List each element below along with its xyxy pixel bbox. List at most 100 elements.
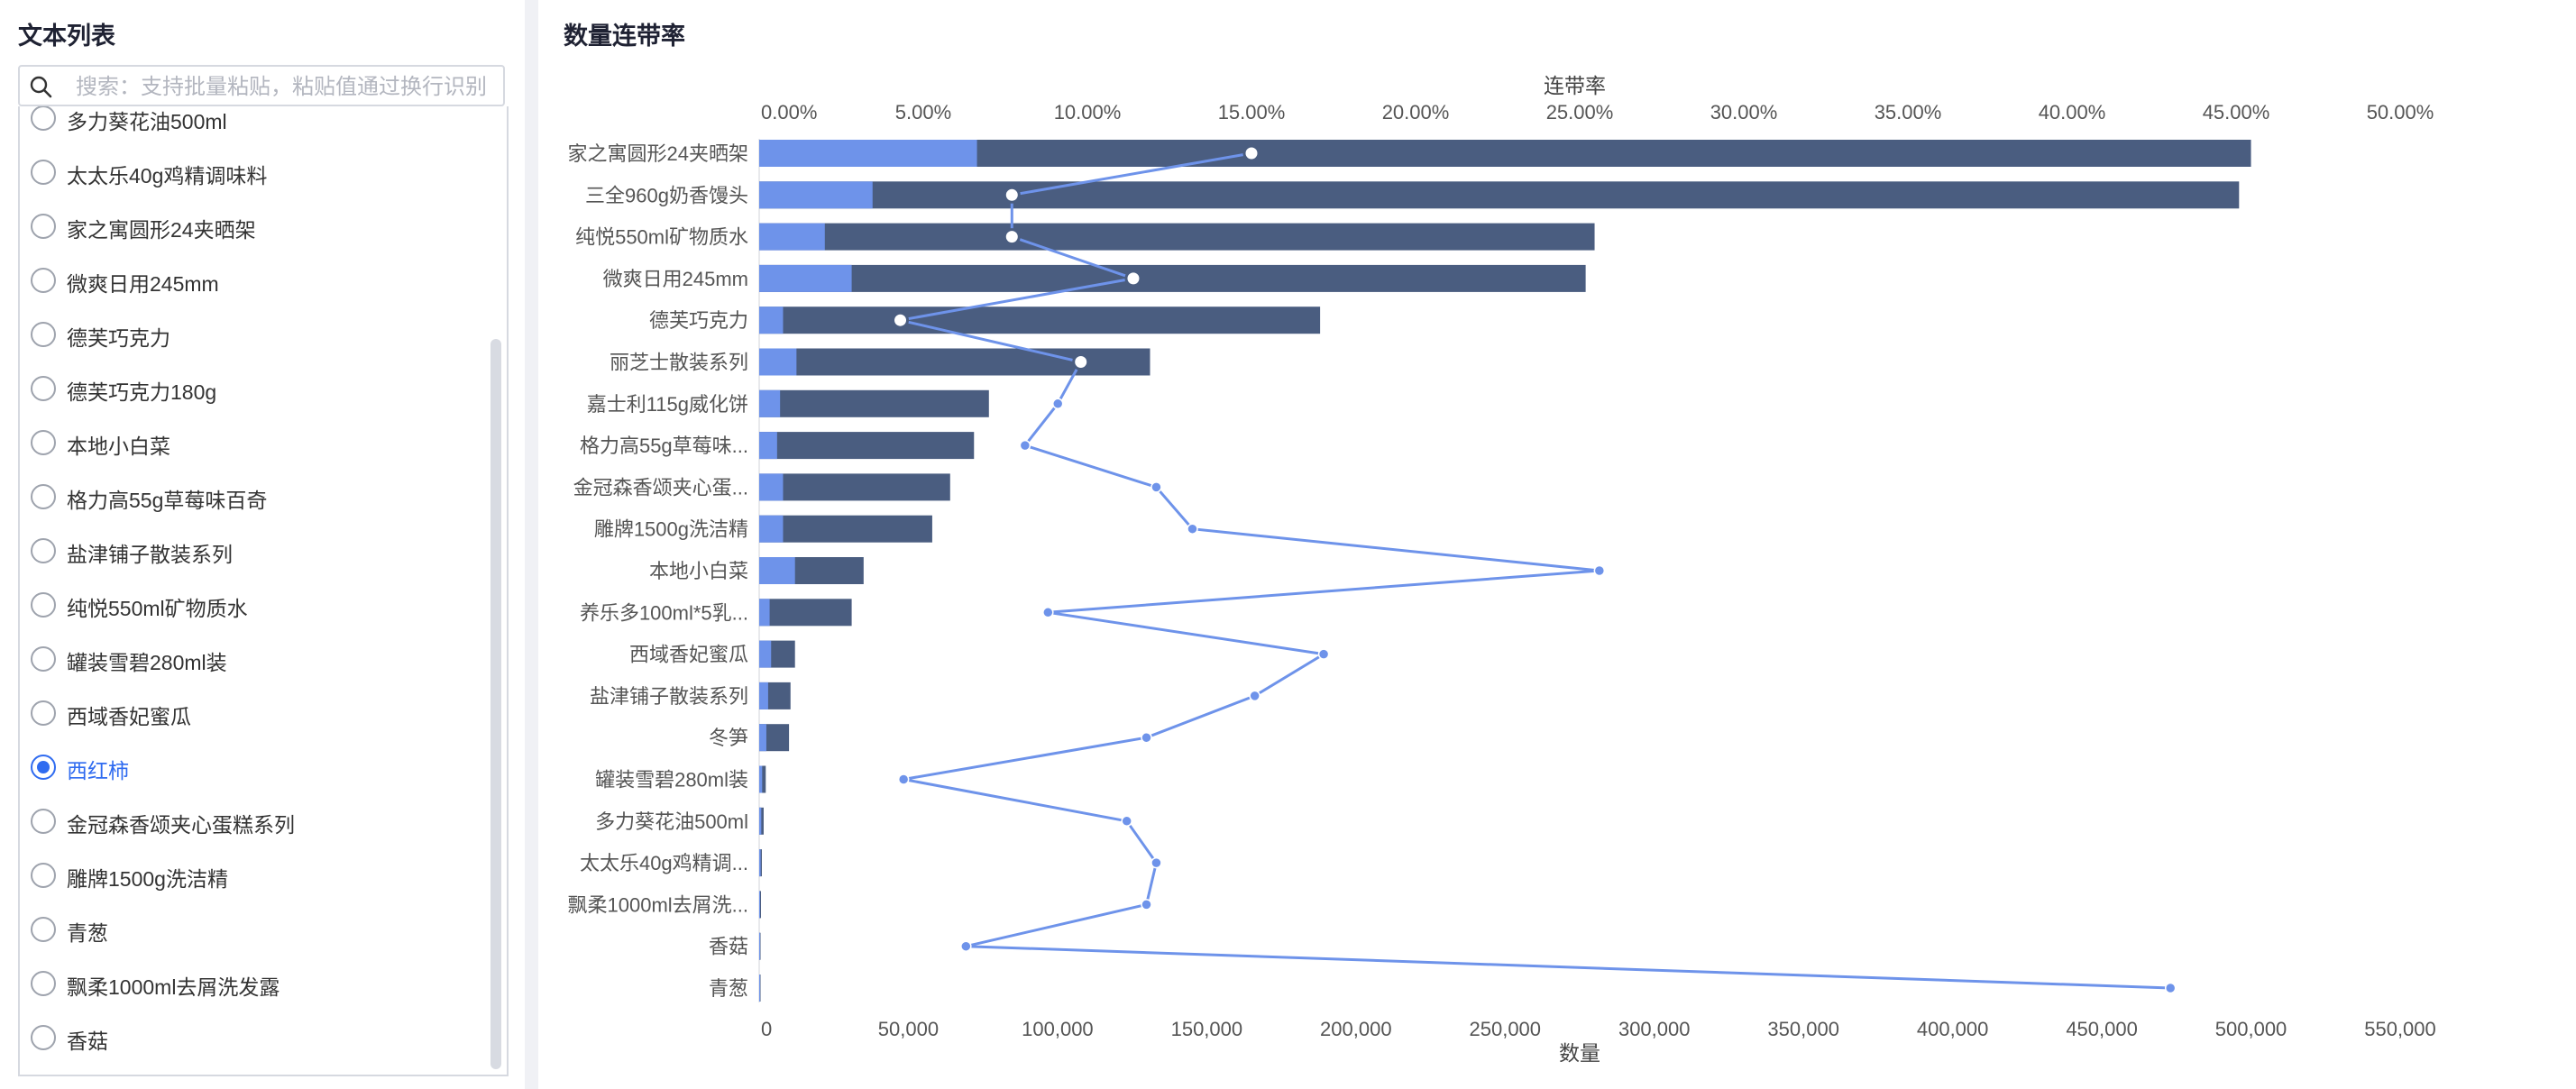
list-item-label: 西域香妃蜜瓜 — [67, 705, 191, 728]
list-item[interactable]: 太太乐40g鸡精调味料 — [20, 146, 489, 200]
total-quantity-bar — [759, 140, 2251, 167]
joint-quantity-bar — [759, 599, 770, 627]
list-item[interactable]: 家之寓圆形24夹晒架 — [20, 200, 489, 254]
joint-quantity-bar — [759, 432, 777, 460]
joint-rate-point — [1072, 353, 1090, 371]
list-item[interactable]: 微爽日用245mm — [20, 254, 489, 308]
category-label: 盐津铺子散装系列 — [590, 685, 748, 708]
list-item[interactable]: 飘柔1000ml去屑洗发露 — [20, 957, 489, 1011]
joint-rate-point — [1042, 607, 1054, 618]
radio-button[interactable] — [31, 376, 56, 401]
joint-rate-point — [1150, 481, 1162, 493]
search-box[interactable] — [18, 65, 505, 106]
total-quantity-bar — [759, 515, 932, 543]
list-item[interactable]: 金冠森香颂夹心蛋糕系列 — [20, 795, 489, 849]
list-item[interactable]: 多力葵花油500ml — [20, 106, 489, 146]
joint-quantity-bar — [759, 515, 784, 543]
joint-rate-point — [1150, 856, 1162, 869]
total-quantity-bar — [759, 765, 766, 793]
list-item[interactable]: 纯悦550ml矿物质水 — [20, 579, 489, 633]
radio-button[interactable] — [31, 646, 56, 672]
joint-rate-point — [2164, 982, 2177, 994]
joint-rate-point — [1003, 186, 1021, 204]
list-item-label: 纯悦550ml矿物质水 — [67, 597, 248, 620]
total-quantity-bar — [759, 807, 764, 835]
search-input[interactable] — [74, 70, 501, 105]
list-item[interactable]: 德芙巧克力180g — [20, 362, 489, 416]
joint-quantity-bar — [759, 765, 763, 793]
category-label: 纯悦550ml矿物质水 — [575, 226, 748, 249]
radio-button[interactable] — [31, 863, 56, 888]
list-item[interactable]: 西域香妃蜜瓜 — [20, 687, 489, 741]
total-quantity-bar — [759, 181, 2240, 209]
list-item[interactable]: 香菇 — [20, 1011, 489, 1066]
bottom-axis-tick-label: 550,000 — [2364, 1018, 2436, 1040]
list-item[interactable]: 青葱 — [20, 903, 489, 957]
text-list[interactable]: 多力葵花油500ml 太太乐40g鸡精调味料 家之寓圆形24夹晒架 微爽日用245mm… — [18, 106, 509, 1076]
radio-button[interactable] — [31, 484, 56, 509]
list-item[interactable]: 格力高55g草莓味百奇 — [20, 471, 489, 525]
top-axis-tick-label: 20.00% — [1382, 101, 1450, 124]
radio-button[interactable] — [31, 160, 56, 185]
radio-button[interactable] — [31, 809, 56, 834]
joint-quantity-bar — [759, 891, 760, 919]
top-axis-tick-label: 25.00% — [1546, 101, 1614, 124]
list-item[interactable]: 本地小白菜 — [20, 416, 489, 471]
joint-rate-point — [1593, 564, 1606, 577]
joint-rate-point — [1003, 228, 1021, 246]
radio-button[interactable] — [31, 592, 56, 618]
category-label: 金冠森香颂夹心蛋... — [573, 476, 748, 499]
list-item-label: 飘柔1000ml去屑洗发露 — [67, 975, 280, 999]
radio-button[interactable] — [31, 214, 56, 239]
joint-quantity-bar — [759, 807, 762, 835]
list-item[interactable]: 雕牌1500g洗洁精 — [20, 849, 489, 903]
chart-panel: 数量连带率 连带率 0.00% 5.00% 10.00% 15.00% 20.00% 25.… — [538, 0, 2576, 1089]
top-axis-title: 连带率 — [1544, 74, 1606, 97]
search-icon — [30, 76, 52, 98]
list-item[interactable]: 盐津铺子散装系列 — [20, 525, 489, 579]
joint-rate-point — [1121, 815, 1132, 828]
list-item-label: 青葱 — [67, 921, 108, 945]
bottom-axis-tick-label: 450,000 — [2066, 1018, 2138, 1040]
radio-button[interactable] — [31, 538, 56, 563]
list-item[interactable]: 德芙巧克力 — [20, 308, 489, 362]
joint-rate-point — [1141, 731, 1152, 744]
joint-rate-point — [892, 311, 910, 329]
joint-quantity-bar — [759, 223, 825, 251]
radio-button[interactable] — [31, 268, 56, 293]
list-item[interactable]: 西红柿 — [20, 741, 489, 795]
list-scrollbar-thumb[interactable] — [490, 339, 501, 1069]
radio-button[interactable] — [31, 971, 56, 996]
radio-button[interactable] — [31, 755, 56, 780]
radio-button[interactable] — [31, 700, 56, 726]
joint-rate-chart: 连带率 0.00% 5.00% 10.00% 15.00% 20.00% 25.00% 30.… — [568, 74, 2436, 1065]
radio-button[interactable] — [31, 106, 56, 131]
bottom-axis-tick-label: 100,000 — [1022, 1018, 1094, 1040]
list-item-label: 香菇 — [67, 1030, 108, 1053]
bottom-axis-tick-label: 500,000 — [2215, 1018, 2287, 1040]
radio-button[interactable] — [31, 1025, 56, 1050]
joint-rate-point — [897, 773, 910, 785]
list-scrollbar[interactable] — [490, 106, 501, 1075]
chart-title: 数量连带率 — [564, 23, 685, 50]
radio-button[interactable] — [31, 917, 56, 942]
joint-rate-point — [1019, 439, 1031, 452]
joint-rate-point — [1141, 899, 1152, 911]
joint-quantity-bar — [759, 389, 781, 417]
list-item-label: 德芙巧克力180g — [67, 380, 217, 404]
category-label: 香菇 — [709, 936, 748, 958]
category-label: 德芙巧克力 — [649, 309, 748, 332]
top-axis-tick-label: 10.00% — [1054, 101, 1122, 124]
joint-quantity-bar — [759, 348, 797, 376]
radio-button[interactable] — [31, 430, 56, 455]
joint-rate-point — [1249, 690, 1260, 702]
category-label: 嘉士利115g威化饼 — [587, 393, 748, 416]
text-list-panel: 文本列表 多力葵花油500ml 太太乐40g鸡精调味料家之寓圆形24夹晒架微爽日用… — [0, 0, 525, 1089]
joint-quantity-bar — [759, 181, 873, 209]
category-label: 格力高55g草莓味... — [580, 435, 748, 457]
list-item[interactable]: 罐装雪碧280ml装 — [20, 633, 489, 687]
category-label: 太太乐40g鸡精调... — [580, 852, 748, 874]
joint-quantity-bar — [759, 557, 795, 584]
radio-button[interactable] — [31, 322, 56, 347]
joint-quantity-bar — [759, 473, 784, 501]
